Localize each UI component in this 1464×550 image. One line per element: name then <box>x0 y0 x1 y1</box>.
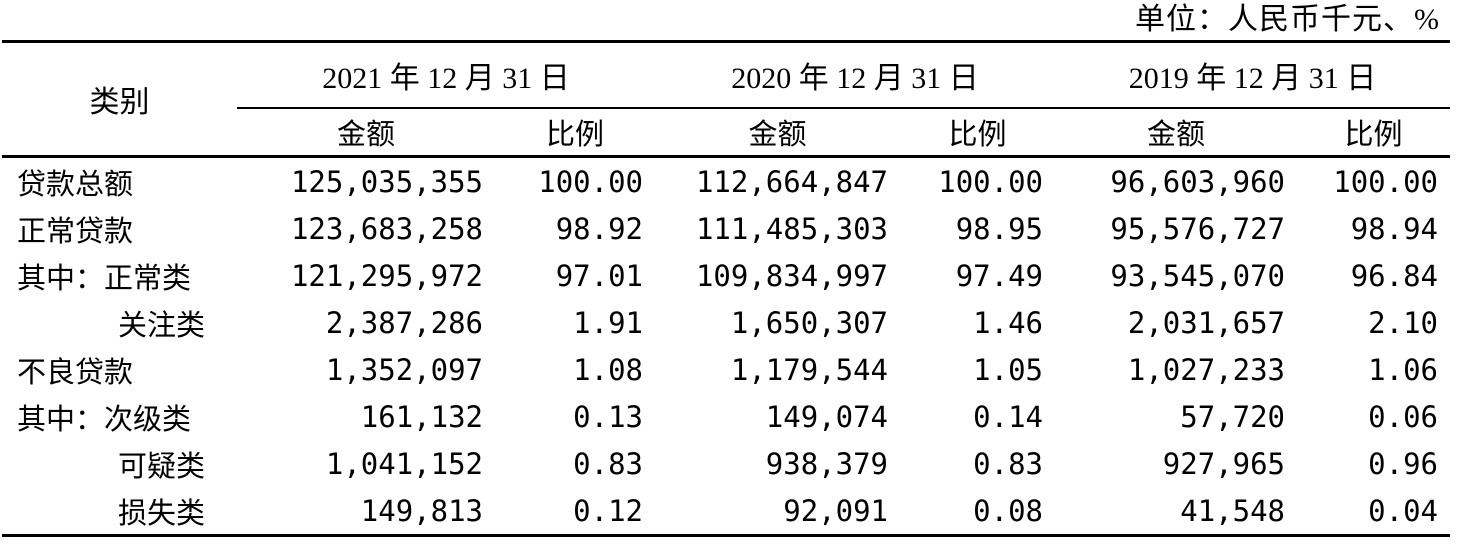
ratio-cell: 0.83 <box>573 446 643 481</box>
loan-classification-table: 类别 2021 年 12 月 31 日 2020 年 12 月 31 日 201… <box>2 40 1450 537</box>
column-header-period-2019: 2019 年 12 月 31 日 <box>1055 41 1450 109</box>
ratio-cell: 1.05 <box>973 352 1043 387</box>
ratio-cell: 98.95 <box>955 211 1043 246</box>
ratio-cell: 1.06 <box>1368 352 1438 387</box>
amount-cell: 112,664,847 <box>695 164 888 199</box>
ratio-cell: 0.04 <box>1368 493 1438 528</box>
ratio-cell: 0.96 <box>1368 446 1438 481</box>
ratio-cell: 0.08 <box>973 493 1043 528</box>
amount-cell: 123,683,258 <box>290 211 483 246</box>
ratio-cell: 100.00 <box>1333 164 1438 199</box>
amount-cell: 1,179,544 <box>730 352 888 387</box>
row-label: 损失类 <box>118 497 206 530</box>
ratio-cell: 98.94 <box>1350 211 1438 246</box>
amount-cell: 1,041,152 <box>325 446 483 481</box>
period-header-row: 类别 2021 年 12 月 31 日 2020 年 12 月 31 日 201… <box>2 41 1450 158</box>
amount-cell: 149,813 <box>360 493 483 528</box>
table-row-npl-total: 不良贷款 1,352,097 1.08 1,179,544 1.05 1,027… <box>2 346 1450 393</box>
ratio-cell: 97.49 <box>955 258 1043 293</box>
column-header-period-2021: 2021 年 12 月 31 日 <box>237 41 655 109</box>
ratio-cell: 100.00 <box>538 164 643 199</box>
row-label: 正常贷款 <box>17 215 134 248</box>
amount-cell: 1,027,233 <box>1127 352 1285 387</box>
ratio-cell: 0.14 <box>973 399 1043 434</box>
column-header-ratio-2019: 比例 <box>1297 108 1450 158</box>
table-row-pass-category: 其中：正常类 121,295,972 97.01 109,834,997 97.… <box>2 252 1450 299</box>
column-header-amount-2021: 金额 <box>237 108 495 158</box>
amount-cell: 109,834,997 <box>695 258 888 293</box>
column-header-category: 类别 <box>2 41 237 158</box>
amount-cell: 927,965 <box>1162 446 1285 481</box>
column-header-amount-2020: 金额 <box>655 108 900 158</box>
table-row-normal-loans: 正常贷款 123,683,258 98.92 111,485,303 98.95… <box>2 205 1450 252</box>
row-label: 可疑类 <box>118 450 206 483</box>
column-header-ratio-2021: 比例 <box>495 108 655 158</box>
ratio-cell: 1.46 <box>973 305 1043 340</box>
amount-cell: 2,031,657 <box>1127 305 1285 340</box>
ratio-cell: 1.91 <box>573 305 643 340</box>
ratio-cell: 0.12 <box>573 493 643 528</box>
unit-label: 单位：人民币千元、% <box>1135 3 1440 36</box>
column-header-period-2020: 2020 年 12 月 31 日 <box>655 41 1055 109</box>
amount-cell: 92,091 <box>783 493 888 528</box>
ratio-cell: 1.08 <box>573 352 643 387</box>
amount-cell: 41,548 <box>1180 493 1285 528</box>
amount-cell: 95,576,727 <box>1110 211 1285 246</box>
row-label: 贷款总额 <box>17 168 134 201</box>
column-header-ratio-2020: 比例 <box>900 108 1055 158</box>
amount-cell: 2,387,286 <box>325 305 483 340</box>
table-body: 贷款总额 125,035,355 100.00 112,664,847 100.… <box>2 157 1450 536</box>
row-label: 其中：正常类 <box>17 262 192 295</box>
amount-cell: 1,352,097 <box>325 352 483 387</box>
table-header: 类别 2021 年 12 月 31 日 2020 年 12 月 31 日 201… <box>2 41 1450 158</box>
ratio-cell: 96.84 <box>1350 258 1438 293</box>
ratio-cell: 0.13 <box>573 399 643 434</box>
sub-header-row: 金额 比例 金额 比例 金额 比例 <box>2 108 1450 158</box>
table-row-doubtful-category: 可疑类 1,041,152 0.83 938,379 0.83 927,965 … <box>2 440 1450 487</box>
table-row-loss-category: 损失类 149,813 0.12 92,091 0.08 41,548 0.04 <box>2 487 1450 536</box>
amount-cell: 125,035,355 <box>290 164 483 199</box>
ratio-cell: 0.83 <box>973 446 1043 481</box>
table-row-substandard-category: 其中：次级类 161,132 0.13 149,074 0.14 57,720 … <box>2 393 1450 440</box>
ratio-cell: 0.06 <box>1368 399 1438 434</box>
amount-cell: 149,074 <box>765 399 888 434</box>
amount-cell: 93,545,070 <box>1110 258 1285 293</box>
table-row-special-mention-category: 关注类 2,387,286 1.91 1,650,307 1.46 2,031,… <box>2 299 1450 346</box>
amount-cell: 161,132 <box>360 399 483 434</box>
amount-cell: 938,379 <box>765 446 888 481</box>
ratio-cell: 98.92 <box>555 211 643 246</box>
ratio-cell: 97.01 <box>555 258 643 293</box>
row-label: 其中：次级类 <box>17 403 192 436</box>
column-header-amount-2019: 金额 <box>1055 108 1297 158</box>
table-row-total-loans: 贷款总额 125,035,355 100.00 112,664,847 100.… <box>2 157 1450 206</box>
row-label: 不良贷款 <box>17 356 134 389</box>
amount-cell: 96,603,960 <box>1110 164 1285 199</box>
ratio-cell: 100.00 <box>938 164 1043 199</box>
amount-cell: 1,650,307 <box>730 305 888 340</box>
row-label: 关注类 <box>118 309 206 342</box>
amount-cell: 57,720 <box>1180 399 1285 434</box>
amount-cell: 111,485,303 <box>695 211 888 246</box>
ratio-cell: 2.10 <box>1368 305 1438 340</box>
amount-cell: 121,295,972 <box>290 258 483 293</box>
